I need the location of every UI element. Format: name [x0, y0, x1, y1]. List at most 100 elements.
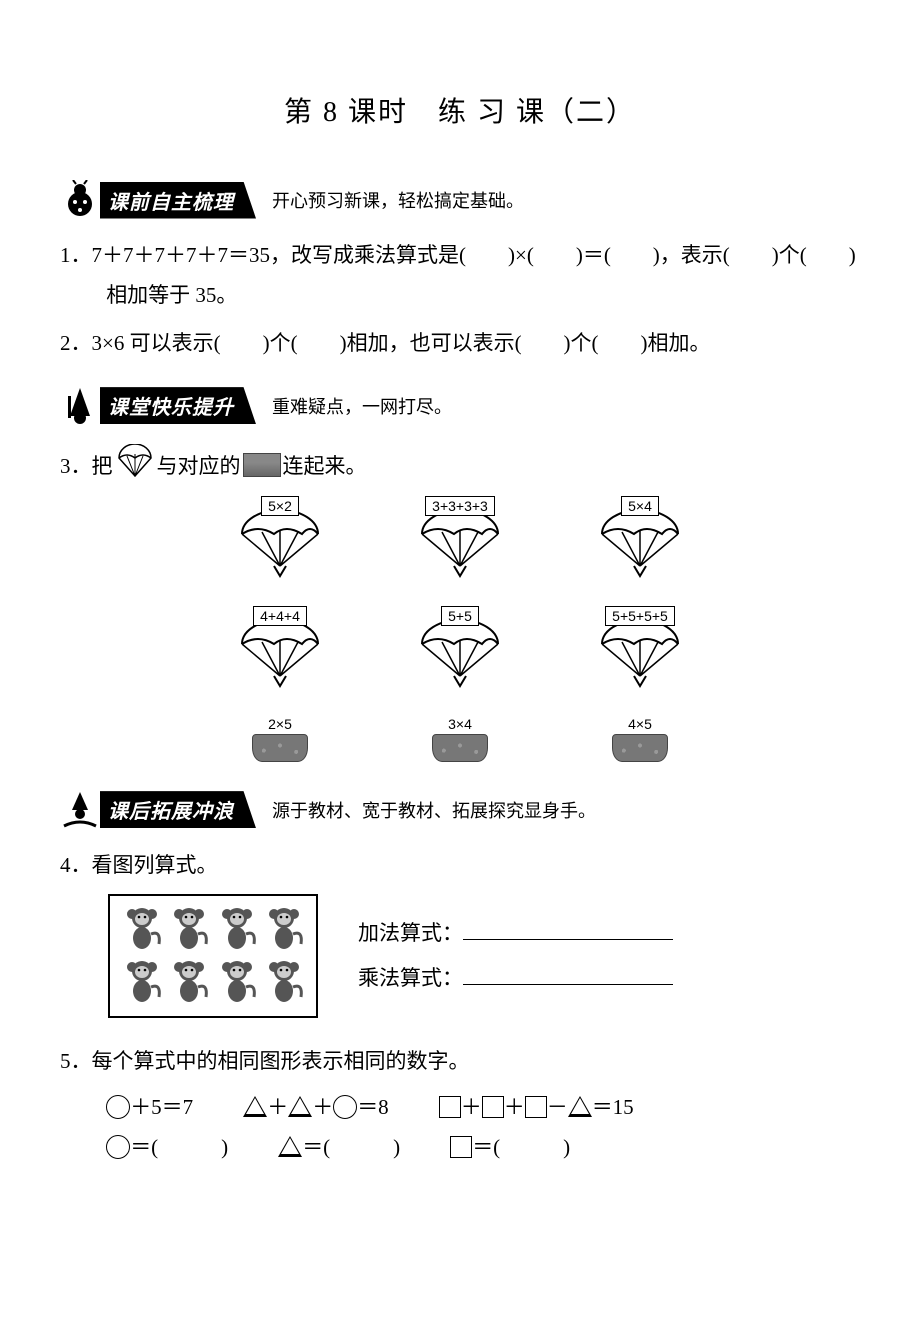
monkey-figure-box — [108, 894, 318, 1018]
question-5: 5．每个算式中的相同图形表示相同的数字。 — [60, 1042, 860, 1082]
parachute-icon — [596, 510, 684, 578]
parachute-item: 5×4 — [596, 496, 684, 578]
parachute-icon — [236, 620, 324, 688]
circle-icon — [333, 1095, 357, 1119]
monkey-icon — [263, 904, 305, 955]
question-4: 4．看图列算式。 — [60, 846, 860, 886]
blank-underline — [463, 919, 673, 940]
triangle-icon — [278, 1136, 302, 1157]
monkey-row — [118, 904, 308, 955]
q4-answer-lines: 加法算式： 乘法算式： — [358, 911, 673, 999]
q5-ans-triangle: ＝( ) — [278, 1131, 400, 1161]
triangle-icon — [568, 1096, 592, 1117]
q5-answers-row: ＝( ) ＝( ) ＝( ) — [106, 1131, 860, 1161]
section-3-header: 课后拓展冲浪 源于教材、宽于教材、拓展探究显身手。 — [60, 790, 860, 830]
landing-block-icon — [243, 453, 281, 477]
q3-prefix: 3．把 — [60, 450, 113, 480]
worksheet-page: 第 8 课时 练 习 课（二） 课前自主梳理 开心预习新课，轻松搞定基础。 1．… — [0, 0, 920, 1323]
parachute-icon — [236, 510, 324, 578]
landing-block-icon — [432, 734, 488, 762]
parachute-item: 5+5+5+5 — [596, 606, 684, 688]
q4-content: 加法算式： 乘法算式： — [60, 894, 860, 1018]
q5-eq2-tail: ＝8 — [357, 1095, 389, 1119]
monkey-icon — [168, 957, 210, 1008]
parachute-item: 5×2 — [236, 496, 324, 578]
parachute-icon — [416, 510, 504, 578]
section-3-ribbon: 课后拓展冲浪 — [100, 791, 256, 828]
parachute-icon — [596, 620, 684, 688]
monkey-icon — [121, 904, 163, 955]
landing-item: 4×5 — [612, 716, 668, 762]
parachute-row-1: 5×2 3+3+3+3 5×4 — [190, 496, 730, 578]
parachute-label: 4+4+4 — [253, 606, 307, 626]
section-1-ribbon: 课前自主梳理 — [100, 182, 256, 219]
circle-icon — [106, 1095, 130, 1119]
landing-item: 3×4 — [432, 716, 488, 762]
monkey-row — [118, 957, 308, 1008]
q5-ans-circle: ＝( ) — [106, 1131, 228, 1161]
monkey-icon — [121, 957, 163, 1008]
q5-ans-square: ＝( ) — [450, 1131, 570, 1161]
q5-content: ＋5＝7 ＋＋＝8 ＋＋－＝15 ＝( ) ＝( ) ＝( ) — [60, 1091, 860, 1161]
landing-item: 2×5 — [252, 716, 308, 762]
question-3-stem: 3．把 与对应的 连起来。 — [60, 444, 860, 486]
landing-block-icon — [612, 734, 668, 762]
monkey-icon — [168, 904, 210, 955]
monkey-icon — [216, 904, 258, 955]
parachute-label: 5+5+5+5 — [605, 606, 675, 626]
landing-label: 3×4 — [448, 716, 472, 732]
section-1-subtitle: 开心预习新课，轻松搞定基础。 — [272, 187, 524, 213]
parachute-row-2: 4+4+4 5+5 5+5+5+5 — [190, 606, 730, 688]
section-1-header: 课前自主梳理 开心预习新课，轻松搞定基础。 — [60, 180, 860, 220]
section-2-ribbon: 课堂快乐提升 — [100, 387, 256, 424]
parachute-label: 3+3+3+3 — [425, 496, 495, 516]
triangle-icon — [288, 1096, 312, 1117]
monkey-icon — [216, 957, 258, 1008]
triangle-icon — [243, 1096, 267, 1117]
parachute-item: 5+5 — [416, 606, 504, 688]
wizard-icon — [60, 386, 100, 426]
section-3-subtitle: 源于教材、宽于教材、拓展探究显身手。 — [272, 797, 596, 823]
q5-ans-blank: ＝( ) — [302, 1135, 400, 1159]
monkey-icon — [263, 957, 305, 1008]
q5-eq1: ＋5＝7 — [106, 1091, 193, 1121]
landing-block-icon — [252, 734, 308, 762]
q5-eq1-tail: ＋5＝7 — [130, 1095, 193, 1119]
q5-eq3: ＋＋－＝15 — [439, 1091, 634, 1121]
q3-suffix: 连起来。 — [283, 450, 367, 480]
q5-eq2: ＋＋＝8 — [243, 1091, 389, 1121]
landing-row: 2×5 3×4 4×5 — [190, 716, 730, 762]
question-2: 2．3×6 可以表示( )个( )相加，也可以表示( )个( )相加。 — [60, 324, 860, 364]
parachute-label: 5×4 — [621, 496, 659, 516]
q5-equations-row: ＋5＝7 ＋＋＝8 ＋＋－＝15 — [106, 1091, 860, 1121]
parachute-item: 3+3+3+3 — [416, 496, 504, 578]
square-icon — [450, 1136, 472, 1158]
q4-line1-label: 加法算式： — [358, 921, 463, 945]
section-2-subtitle: 重难疑点，一网打尽。 — [272, 393, 452, 419]
parachute-icon — [416, 620, 504, 688]
matching-area: 5×2 3+3+3+3 5×4 4+4+4 5+5 5+5+5+5 — [190, 496, 730, 762]
parachute-label: 5×2 — [261, 496, 299, 516]
circle-icon — [106, 1135, 130, 1159]
q5-eq3-tail: ＝15 — [592, 1095, 634, 1119]
ladybug-icon — [60, 180, 100, 220]
parachute-icon — [115, 444, 155, 486]
parachute-label: 5+5 — [441, 606, 479, 626]
question-1: 1．7＋7＋7＋7＋7＝35，改写成乘法算式是( )×( )＝( )，表示( )… — [60, 236, 860, 316]
q5-ans-blank: ＝( ) — [472, 1135, 570, 1159]
landing-label: 2×5 — [268, 716, 292, 732]
square-icon — [482, 1096, 504, 1118]
square-icon — [525, 1096, 547, 1118]
blank-underline — [463, 964, 673, 985]
page-title: 第 8 课时 练 习 课（二） — [60, 90, 860, 130]
q4-addition-line: 加法算式： — [358, 911, 673, 955]
q5-ans-blank: ＝( ) — [130, 1135, 228, 1159]
q3-mid: 与对应的 — [157, 450, 241, 480]
square-icon — [439, 1096, 461, 1118]
q4-line2-label: 乘法算式： — [358, 966, 463, 990]
section-2-header: 课堂快乐提升 重难疑点，一网打尽。 — [60, 386, 860, 426]
q4-multiplication-line: 乘法算式： — [358, 956, 673, 1000]
parachute-item: 4+4+4 — [236, 606, 324, 688]
landing-label: 4×5 — [628, 716, 652, 732]
surfer-icon — [60, 790, 100, 830]
